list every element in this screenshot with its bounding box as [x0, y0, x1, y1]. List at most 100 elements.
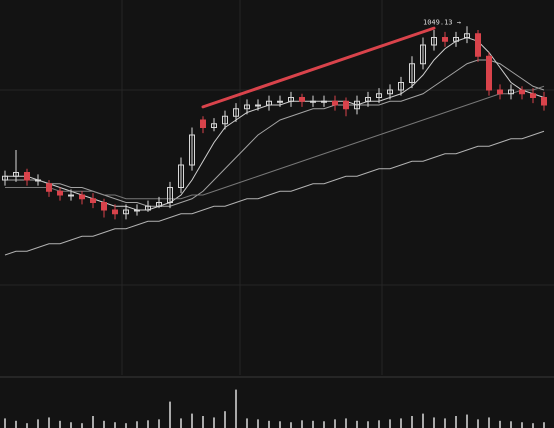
volume-bar [477, 419, 479, 428]
volume-bar [4, 418, 6, 428]
candle-body [442, 37, 448, 42]
volume-bar [488, 417, 490, 428]
candle-body [277, 100, 283, 103]
volume-bar [422, 413, 424, 428]
candle-body [233, 108, 239, 117]
volume-bar [367, 421, 369, 428]
volume-bar [169, 401, 171, 428]
volume-bar [48, 417, 50, 428]
price-label: 1049.13 → [423, 19, 461, 27]
candle-body [519, 89, 525, 95]
candle-body [343, 100, 349, 110]
volume-bar [268, 420, 270, 428]
candle-body [310, 100, 316, 103]
volume-bar [136, 421, 138, 428]
candle-body [167, 187, 173, 203]
volume-bar [378, 420, 380, 428]
ma-line [4, 130, 545, 256]
volume-bar [356, 420, 358, 428]
candle-body [13, 172, 19, 177]
candle-body [541, 97, 547, 106]
volume-bar [290, 422, 292, 428]
candle-body [530, 93, 536, 98]
volume-bar [224, 411, 226, 428]
volume-bar [301, 420, 303, 428]
candle-body [90, 198, 96, 203]
volume-bar [521, 422, 523, 428]
volume-bar [114, 422, 116, 428]
candle-body [57, 190, 63, 196]
candle-body [211, 123, 217, 128]
volume-bar [15, 420, 17, 428]
candle-body [112, 209, 118, 215]
volume-bar [246, 418, 248, 428]
volume-bar [389, 419, 391, 428]
candle-body [46, 183, 52, 192]
candle-body [376, 93, 382, 98]
volume-bar [26, 423, 28, 428]
volume-bar [279, 421, 281, 428]
volume-bar [400, 418, 402, 428]
volume-bar [444, 418, 446, 428]
candle-body [321, 100, 327, 103]
candle-body [508, 89, 514, 95]
candle-body [387, 89, 393, 95]
candle-body [178, 164, 184, 188]
volume-bar [70, 422, 72, 428]
volume-bar [103, 420, 105, 428]
candle-body [145, 205, 151, 211]
volume-bar [433, 417, 435, 428]
candle-body [134, 209, 140, 212]
volume-bar [257, 419, 259, 428]
volume-bar [411, 416, 413, 428]
candle-body [255, 104, 261, 107]
candle-body [398, 82, 404, 91]
volume-bar [37, 419, 39, 428]
volume-bar [81, 423, 83, 428]
candle-body [453, 37, 459, 42]
trend-line [201, 26, 436, 109]
layout-grid [0, 0, 554, 375]
candle-body [156, 202, 162, 207]
volume-bar [455, 416, 457, 428]
candle-body [299, 97, 305, 102]
candle-body [2, 175, 8, 181]
volume-bar [59, 420, 61, 428]
volume-bar [92, 416, 94, 428]
candle-body [222, 115, 228, 125]
volume-bar [466, 414, 468, 428]
volume-bar [158, 419, 160, 428]
volume-bar [235, 389, 237, 428]
ma-line [5, 85, 545, 200]
volume-bar [125, 423, 127, 428]
volume-bar [334, 419, 336, 428]
candle-body [68, 194, 74, 197]
candle-body [123, 209, 129, 215]
candle-body [475, 33, 481, 57]
candle-body [79, 194, 85, 200]
candle-body [464, 33, 470, 38]
volume-bar [180, 418, 182, 428]
candle-body [420, 44, 426, 65]
candle-body [189, 134, 195, 166]
candle-body [244, 104, 250, 110]
candle-body [35, 179, 41, 182]
volume-bar [202, 416, 204, 428]
volume-bar [312, 420, 314, 428]
volume-bar [147, 420, 149, 428]
candle-body [486, 55, 492, 91]
volume-bar [345, 418, 347, 428]
candle-body [431, 37, 437, 46]
volume-bar [323, 421, 325, 428]
candle-body [101, 202, 107, 211]
candle-body [365, 97, 371, 102]
candle-body [288, 97, 294, 102]
candle-body [24, 172, 30, 181]
volume-bar [543, 422, 545, 428]
volume-bar [191, 413, 193, 428]
volume-bar [532, 423, 534, 428]
candle-body [266, 100, 272, 106]
